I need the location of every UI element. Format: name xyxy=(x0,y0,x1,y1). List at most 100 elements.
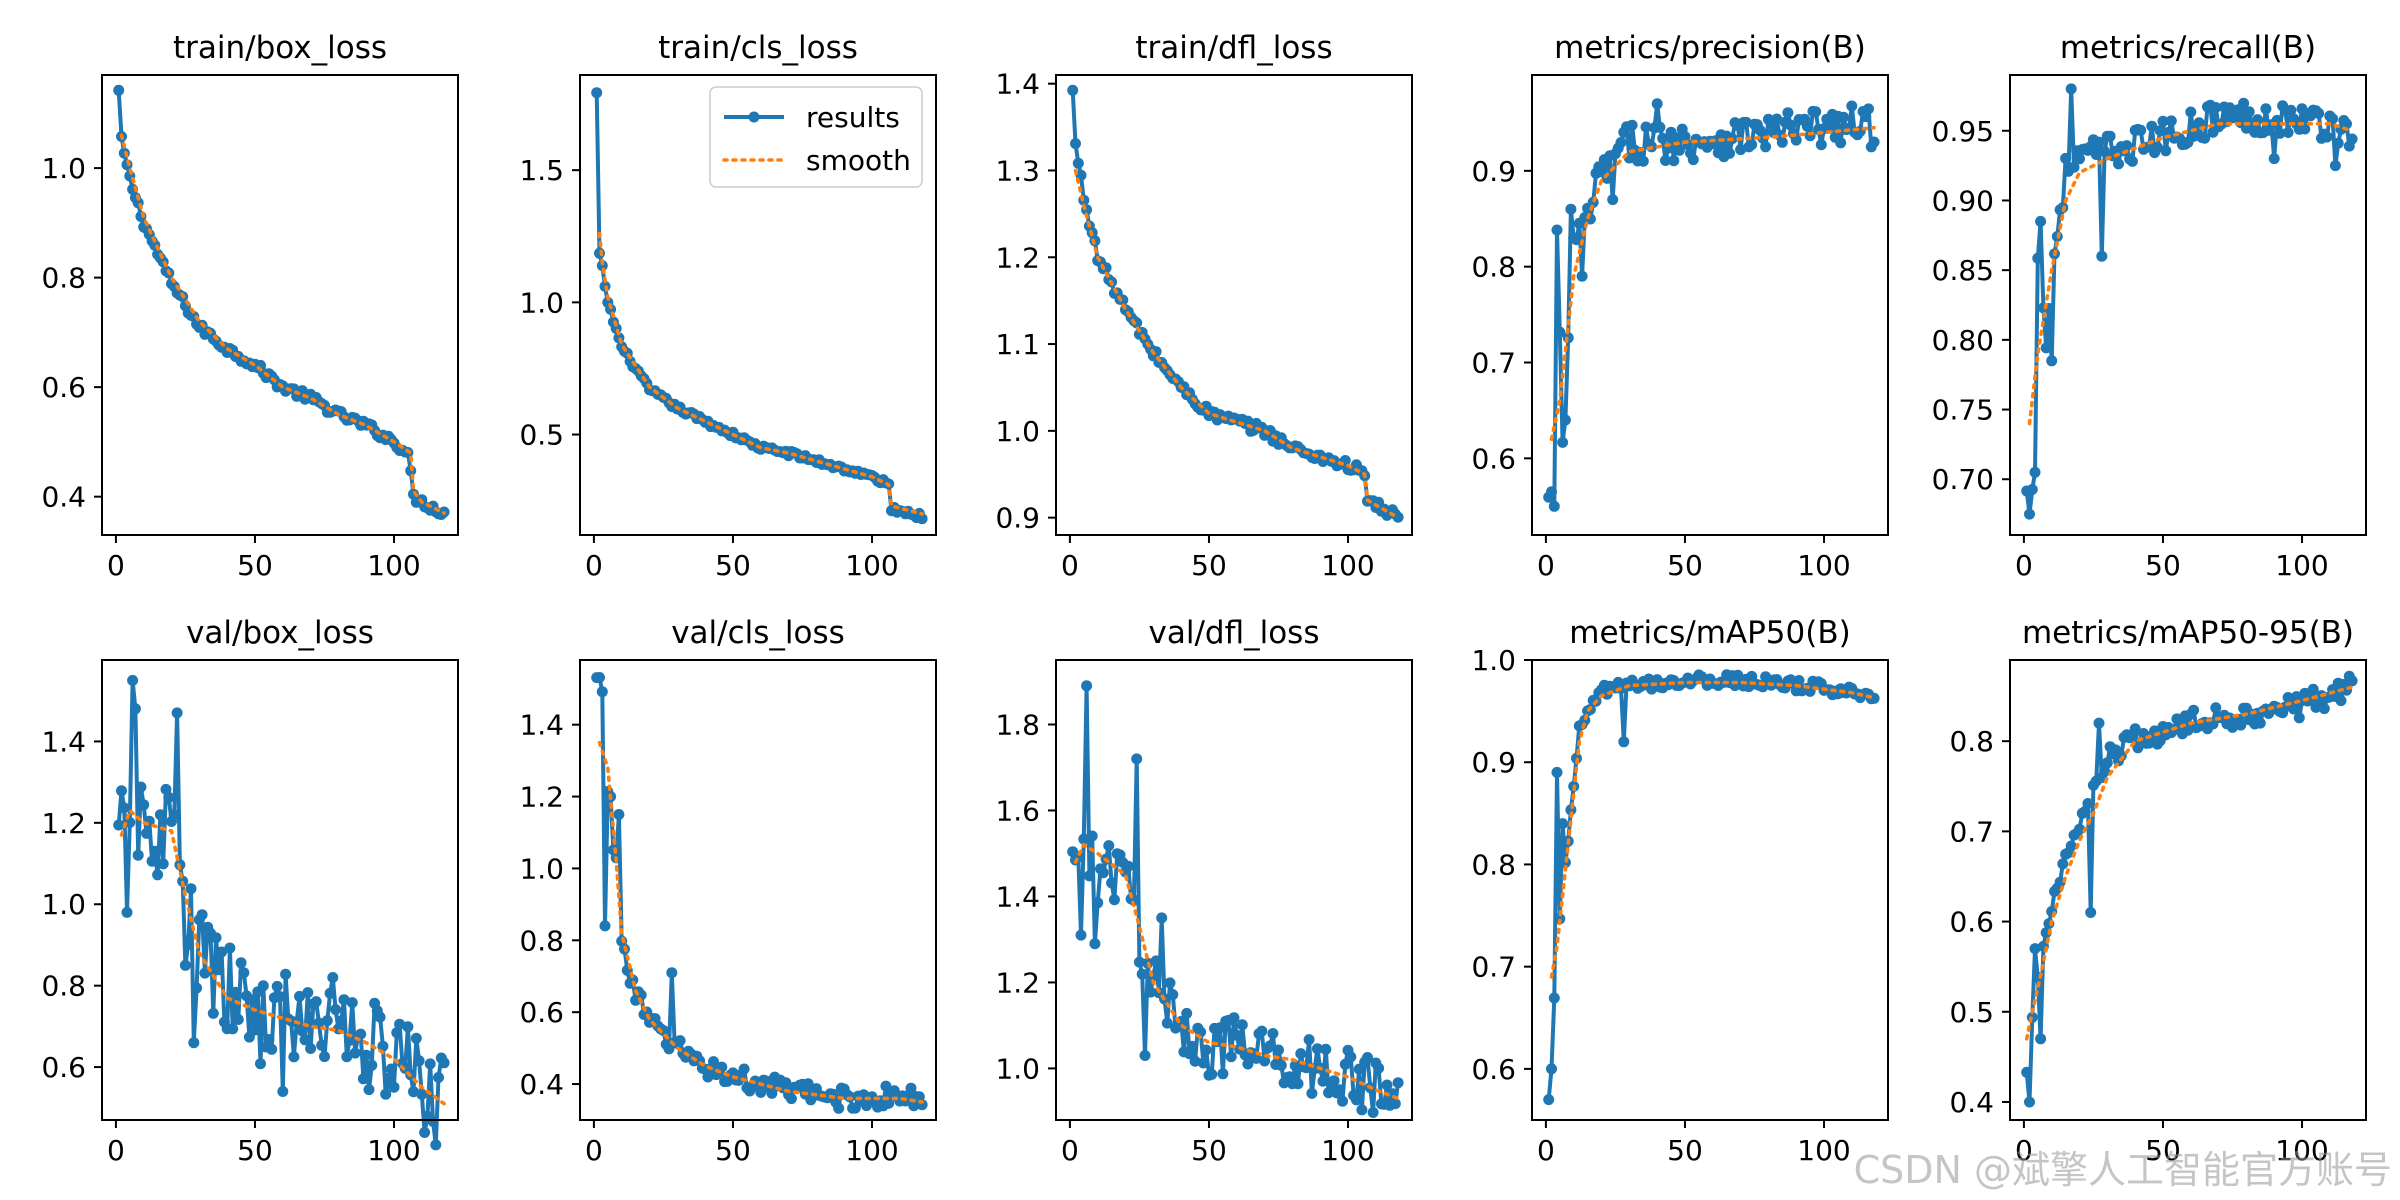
data-point xyxy=(2024,1096,2035,1108)
data-point xyxy=(2096,250,2108,262)
data-point xyxy=(2346,133,2358,145)
legend-smooth-label: smooth xyxy=(806,144,911,177)
data-point xyxy=(1242,415,1254,427)
data-point xyxy=(327,972,339,983)
data-point xyxy=(2210,102,2222,113)
data-point xyxy=(2188,704,2200,716)
data-point xyxy=(182,939,194,950)
data-point xyxy=(1367,1107,1379,1118)
axes-frame xyxy=(1055,659,1413,1121)
data-point xyxy=(1225,1051,1237,1063)
results-line xyxy=(1546,672,1875,1100)
data-point xyxy=(883,1097,895,1109)
x-tick-label: 100 xyxy=(1797,1134,1850,1167)
data-point xyxy=(1392,1077,1404,1089)
data-point xyxy=(1548,992,1560,1004)
y-tick-label: 0.7 xyxy=(1471,951,1516,984)
data-point xyxy=(199,967,211,979)
panel-val-dfl-loss: 0 50 100 1.0 1.2 1.4 1.6 1.8 val/dfl_loss xyxy=(995,615,1413,1167)
data-point xyxy=(296,1025,308,1037)
data-point xyxy=(1081,680,1093,692)
data-point xyxy=(249,1024,261,1036)
data-point xyxy=(766,1087,778,1099)
data-point xyxy=(1228,1012,1240,1024)
results-line xyxy=(116,678,446,1147)
data-point xyxy=(674,1035,686,1047)
data-point xyxy=(1757,132,1769,144)
data-point xyxy=(1181,1007,1193,1019)
data-point xyxy=(121,906,133,918)
data-point xyxy=(1231,1029,1243,1041)
data-point xyxy=(802,1078,814,1090)
data-point xyxy=(1724,147,1735,159)
panel-val-cls-loss: 0 50 100 0.4 0.6 0.8 1.0 1.2 1.4 val/cls_loss xyxy=(519,615,937,1167)
data-point xyxy=(138,799,150,811)
y-tick-label: 1.5 xyxy=(519,154,564,187)
data-point xyxy=(179,959,191,971)
data-point xyxy=(1868,136,1880,148)
data-point xyxy=(1615,137,1627,148)
data-point xyxy=(1122,860,1134,872)
data-point xyxy=(232,1014,244,1025)
chart-title: val/box_loss xyxy=(186,615,374,651)
data-point xyxy=(263,1034,275,1045)
data-point xyxy=(305,1043,317,1054)
data-point xyxy=(2113,158,2124,170)
data-point xyxy=(2329,160,2341,172)
data-point xyxy=(1092,897,1104,909)
chart-title: train/dfl_loss xyxy=(1135,30,1332,66)
data-point xyxy=(2024,508,2035,520)
data-point xyxy=(1306,1087,1318,1099)
y-tick-label: 1.0 xyxy=(519,286,564,319)
x-tick-label: 100 xyxy=(2275,1134,2328,1167)
y-tick-label: 1.2 xyxy=(41,807,86,840)
data-point xyxy=(2160,145,2172,157)
data-point xyxy=(149,845,161,857)
data-point xyxy=(2154,125,2166,137)
data-point xyxy=(1206,1068,1218,1080)
axes-frame xyxy=(101,659,459,1121)
data-point xyxy=(2238,97,2250,109)
data-point xyxy=(785,1093,797,1105)
y-tick-label: 1.2 xyxy=(995,241,1040,274)
y-tick-label: 1.0 xyxy=(995,1052,1040,1085)
data-point xyxy=(185,883,197,895)
data-point xyxy=(1846,100,1858,112)
data-point xyxy=(1156,912,1168,924)
data-point xyxy=(1548,500,1560,512)
data-point xyxy=(1345,1051,1357,1063)
data-point xyxy=(2099,765,2111,777)
y-tick-label: 0.6 xyxy=(41,1051,86,1084)
data-point xyxy=(2029,466,2041,478)
smooth-line xyxy=(597,740,924,1104)
x-tick-label: 50 xyxy=(1191,549,1227,582)
data-point xyxy=(1543,1094,1555,1106)
data-point xyxy=(266,1043,278,1055)
data-point xyxy=(408,1086,419,1098)
data-point xyxy=(1637,155,1649,167)
data-point xyxy=(2260,103,2272,115)
data-point xyxy=(163,791,175,803)
smooth-line xyxy=(2024,685,2354,1041)
data-point xyxy=(118,802,130,814)
x-tick-label: 0 xyxy=(1537,1134,1555,1167)
data-point xyxy=(2146,120,2158,132)
data-point xyxy=(1289,1060,1301,1072)
data-point xyxy=(224,942,236,954)
y-tick-label: 1.1 xyxy=(995,328,1040,361)
data-point xyxy=(1576,270,1588,282)
data-point xyxy=(1303,1034,1315,1046)
axes-frame xyxy=(2009,74,2367,536)
y-tick-label: 0.5 xyxy=(519,419,564,452)
data-point xyxy=(2182,724,2194,736)
data-point xyxy=(1746,139,1758,151)
data-point xyxy=(1083,870,1095,882)
data-point xyxy=(1103,840,1115,852)
data-point xyxy=(2057,858,2069,870)
chart-title: train/cls_loss xyxy=(658,30,858,66)
data-point xyxy=(2307,683,2319,695)
data-point xyxy=(427,1115,439,1127)
data-point xyxy=(216,946,228,958)
data-point xyxy=(346,997,358,1009)
